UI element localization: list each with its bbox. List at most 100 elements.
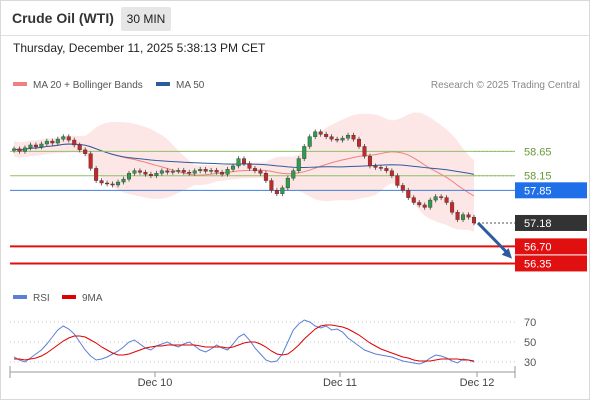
candle-body [39, 143, 44, 148]
candle-body [428, 199, 433, 208]
candle-body [148, 174, 153, 176]
candle-body [357, 138, 362, 147]
candle-body [99, 180, 104, 184]
candle-body [302, 146, 307, 159]
candle-body [400, 185, 405, 191]
candle-body [313, 131, 318, 137]
candle-body [159, 170, 164, 174]
candle-body [94, 168, 99, 181]
candle-body [258, 170, 263, 174]
candle-body [203, 169, 208, 172]
candle-body [450, 202, 455, 213]
timeframe-button[interactable]: 30 MIN [121, 7, 171, 31]
candle-body [236, 158, 241, 167]
candle-body [296, 158, 301, 172]
candle-body [422, 204, 427, 208]
candle-body [346, 135, 351, 139]
candle-body [444, 197, 449, 203]
legend-ma50: MA 50 [156, 80, 204, 91]
level-label-58.15: 58.15 [524, 171, 552, 183]
candle-body [340, 137, 345, 141]
candle-body [17, 148, 22, 152]
candle-body [181, 170, 186, 173]
level-label-56.35: 56.35 [524, 258, 552, 270]
x-tick-label: Dec 12 [460, 377, 495, 389]
x-tick-label: Dec 10 [138, 377, 173, 389]
legend-9ma: 9MA [62, 293, 103, 304]
level-badge-57.18 [515, 214, 587, 231]
legend-rsi-label: RSI [33, 293, 50, 304]
candle-body [220, 172, 225, 175]
candle-body [318, 131, 323, 135]
candle-body [192, 170, 197, 174]
x-tick-label: Dec 11 [323, 377, 357, 389]
candle-body [72, 139, 77, 146]
bollinger-band-area [14, 112, 474, 232]
candle-body [154, 173, 159, 176]
candle-body [83, 149, 88, 154]
level-label-57.85: 57.85 [524, 185, 552, 197]
level-badge-57.85 [515, 182, 587, 199]
level-label-58.65: 58.65 [524, 146, 552, 158]
candle-body [137, 170, 142, 173]
candle-body [22, 147, 27, 152]
target-arrow-shaft [476, 221, 510, 255]
candle-body [307, 136, 312, 147]
candle-body [44, 140, 49, 145]
candle-body [472, 216, 477, 224]
candle-body [274, 190, 279, 194]
legend-9ma-label: 9MA [82, 293, 103, 304]
header-divider [1, 35, 589, 36]
level-label-56.70: 56.70 [524, 241, 552, 253]
candle-body [165, 170, 170, 173]
level-badge-56.70 [515, 238, 587, 255]
candle-body [433, 196, 438, 201]
candle-body [411, 197, 416, 203]
candle-body [209, 170, 214, 172]
candle-body [269, 180, 274, 191]
candle-body [351, 135, 356, 140]
candle-body [61, 136, 66, 140]
candle-body [126, 173, 131, 180]
datetime-label: Thursday, December 11, 2025 5:38:13 PM C… [13, 41, 266, 55]
candle-body [291, 170, 296, 179]
candle-body [214, 170, 219, 173]
rsi-line-rsi [13, 319, 475, 365]
candle-body [324, 134, 329, 137]
instrument-title: Crude Oil (WTI) [12, 10, 114, 26]
candle-body [362, 146, 367, 157]
candle-body [466, 214, 471, 218]
candle-body [417, 202, 422, 206]
rsi-swatch [13, 295, 27, 300]
candle-body [329, 136, 334, 140]
candle-body [176, 170, 181, 172]
candle-body [335, 138, 340, 141]
candle-body [105, 182, 110, 185]
candle-body [187, 172, 192, 174]
candle-body [121, 178, 126, 183]
candle-body [280, 187, 285, 194]
target-arrow-head [501, 248, 512, 259]
rsi-tick-70: 70 [524, 317, 536, 329]
candle-body [378, 167, 383, 169]
research-credit: Research © 2025 Trading Central [430, 80, 580, 91]
candle-body [55, 138, 60, 144]
candle-body [28, 144, 33, 149]
candle-body [11, 148, 16, 151]
candle-body [252, 168, 257, 172]
candle-body [406, 190, 411, 198]
candle-body [170, 171, 175, 173]
candle-body [455, 212, 460, 220]
candle-body [143, 172, 148, 175]
candle-body [439, 196, 444, 198]
ma20-swatch [13, 82, 27, 87]
candle-body [263, 173, 268, 181]
candle-body [66, 136, 71, 141]
level-label-57.18: 57.18 [524, 218, 552, 230]
candle-body [241, 158, 246, 164]
candle-body [198, 169, 203, 172]
candle-body [110, 183, 115, 186]
candle-body [373, 165, 378, 168]
candle-body [33, 144, 38, 148]
